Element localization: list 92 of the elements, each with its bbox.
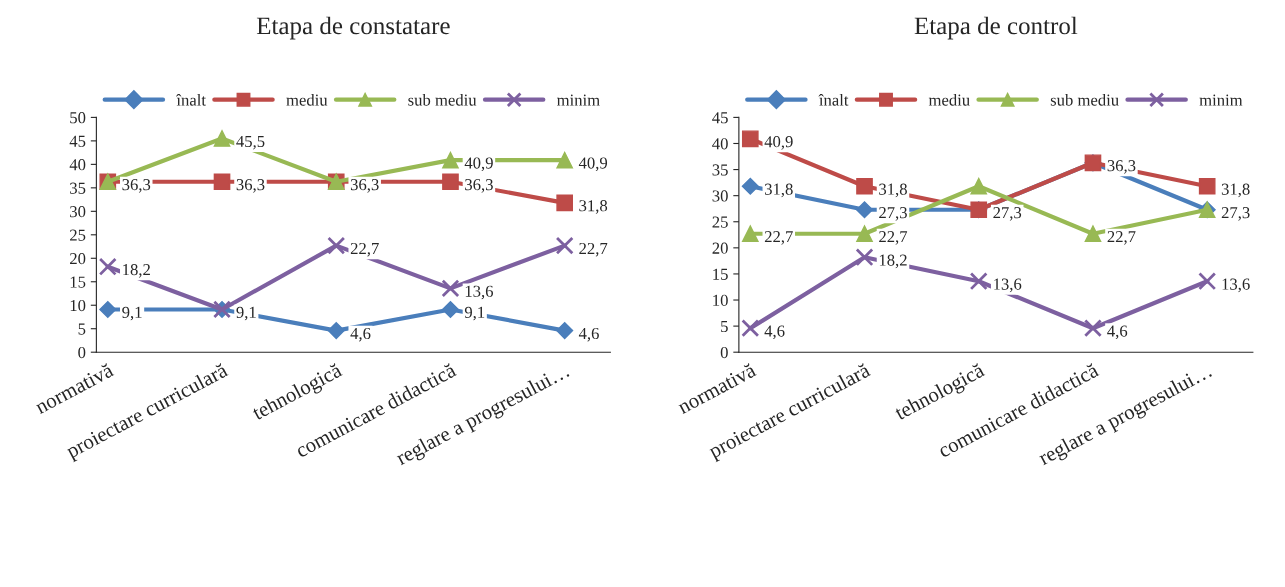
point [1198,272,1217,291]
point [213,130,231,147]
point [327,236,346,255]
data-label: 22,7 [350,242,379,257]
point [555,236,574,255]
y-tick-label: 25 [70,229,86,241]
data-label: 36,3 [122,179,151,193]
data-label: 18,2 [123,263,150,278]
legend-label: minim [1199,94,1243,106]
data-label: 9,1 [236,306,256,321]
data-label: 22,7 [764,231,793,245]
legend-label: înalt [176,93,206,106]
y-tick-label: 5 [721,320,728,333]
y-tick-label: 45 [712,112,728,124]
legend-label: sub mediu [408,93,477,106]
data-label: 22,7 [579,242,608,257]
point [442,173,459,191]
data-label: 36,3 [350,179,379,193]
point [327,322,345,340]
data-label: 9,1 [122,306,142,321]
legend-label: mediu [286,93,328,106]
point [741,130,759,148]
y-tick-label: 40 [69,159,86,171]
legend-label: mediu [928,93,970,106]
point [1084,225,1102,243]
point [970,177,988,195]
y-tick-label: 0 [78,346,86,359]
data-label: 22,7 [1107,231,1136,245]
legend-label: minim [556,94,600,106]
y-tick-label: 50 [70,112,86,124]
data-label: 13,6 [994,278,1022,293]
data-label: 40,9 [578,157,608,172]
data-label: 9,1 [464,306,485,321]
data-label: 4,6 [764,325,785,340]
data-label: 36,3 [236,179,265,193]
data-label: 31,8 [764,183,793,198]
y-tick-label: 20 [712,242,728,254]
y-tick-label: 0 [720,346,728,359]
data-label: 4,6 [578,327,599,342]
data-label: 27,3 [993,207,1022,221]
point [741,319,760,338]
data-label: 40,9 [764,136,793,150]
point [98,257,117,276]
point [556,322,574,340]
data-label: 31,8 [579,200,608,214]
data-label: 36,3 [465,179,493,193]
y-tick-label: 40 [712,138,728,150]
chart-title: Etapa de control [914,16,1078,40]
data-label: 45,5 [236,135,265,150]
point [969,272,988,291]
data-label: 31,8 [1221,183,1250,198]
point [855,201,874,219]
data-label: 27,3 [1221,207,1250,221]
y-tick-label: 10 [70,299,86,312]
y-tick-label: 30 [70,206,86,218]
point [1083,319,1102,338]
y-tick-label: 45 [69,135,86,147]
data-label: 36,3 [1107,160,1136,174]
point [856,177,873,195]
data-label: 40,9 [464,157,493,172]
y-tick-label: 25 [712,216,728,228]
legend-label: sub mediu [1050,93,1119,106]
chart-title: Etapa de constatare [256,16,450,40]
point [856,225,873,243]
point [441,300,460,319]
data-label: 27,3 [879,207,907,221]
data-label: 13,6 [1222,278,1250,293]
data-label: 4,6 [1107,325,1128,340]
data-label: 18,2 [879,254,907,269]
data-label: 13,6 [465,285,494,300]
point [213,173,231,191]
y-tick-label: 30 [712,190,728,202]
data-label: 22,7 [879,231,908,245]
point [1198,177,1216,195]
y-tick-label: 35 [712,164,728,176]
point [855,248,874,267]
y-tick-label: 15 [70,276,86,288]
point [556,151,574,169]
point [442,151,459,169]
y-tick-label: 5 [78,323,86,335]
point [741,177,759,195]
data-label: 31,8 [879,183,907,198]
point [741,225,759,243]
y-tick-label: 35 [70,182,86,194]
legend-label: înalt [818,93,849,106]
y-tick-label: 10 [713,294,728,306]
y-tick-label: 20 [70,252,86,265]
y-tick-label: 15 [713,268,728,280]
point [441,279,460,298]
point [556,194,574,212]
data-label: 4,6 [350,327,371,342]
point [99,300,117,319]
